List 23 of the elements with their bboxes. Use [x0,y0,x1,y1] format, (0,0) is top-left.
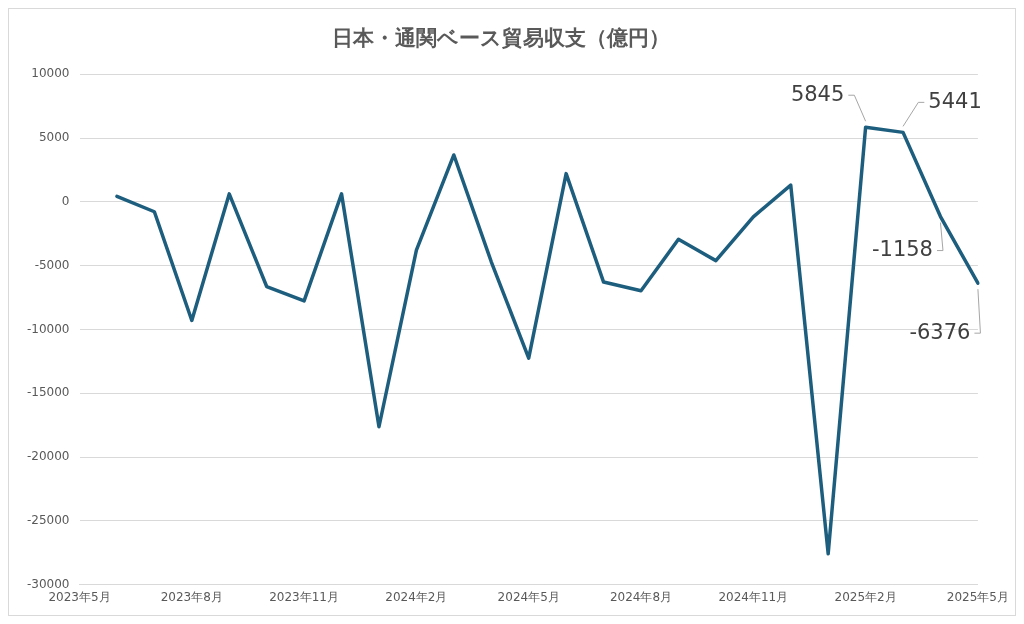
data-label: 5441 [928,88,982,113]
x-tick-label: 2024年2月 [385,589,448,604]
data-label: -6376 [909,319,971,344]
x-tick-label: 2024年8月 [609,589,673,604]
y-tick-label: -15000 [26,385,70,400]
x-tick-label: 2025年5月 [946,589,1010,604]
data-label: -1158 [871,237,933,262]
y-tick-label: -25000 [26,512,70,527]
x-tick-label: 2023年8月 [160,589,223,604]
data-label: 5845 [790,81,845,106]
x-tick-label: 2023年5月 [48,589,111,604]
x-tick-label: 2024年11月 [718,589,789,604]
x-tick-label: 2023年11月 [269,589,340,604]
x-tick-label: 2024年5月 [497,589,560,604]
y-tick-label: 5000 [38,130,70,145]
y-tick-label: 10000 [31,66,70,81]
y-tick-label: -20000 [26,449,70,464]
chart-title: 日本・通関ベース貿易収支（億円） [332,26,670,51]
y-tick-label: -10000 [26,321,70,336]
x-tick-label: 2025年2月 [834,589,897,604]
y-tick-label: -5000 [34,257,70,272]
y-tick-label: -30000 [26,576,70,591]
y-tick-label: 0 [61,193,70,208]
